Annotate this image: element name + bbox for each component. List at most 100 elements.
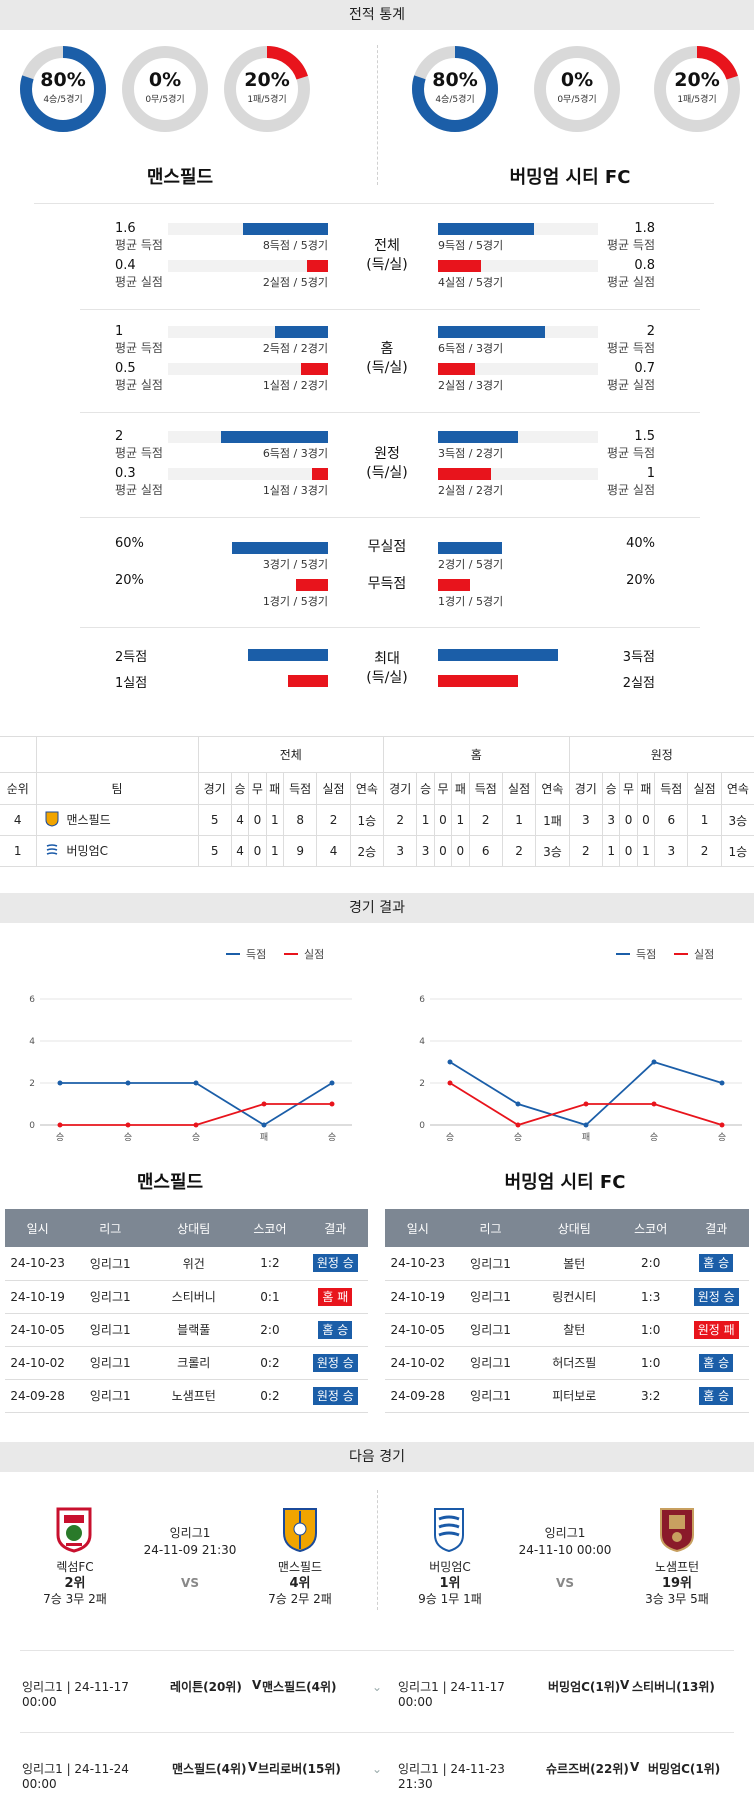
away-for-point xyxy=(651,1059,657,1065)
table-cell: 4 xyxy=(316,835,351,867)
home-conceded-count: 2실점 / 5경기 xyxy=(262,276,328,289)
away-avg-conceded: 0.8 xyxy=(634,258,655,273)
home-ring-2 xyxy=(224,46,310,132)
away-avg-goals-label: 평균 득점 xyxy=(607,238,655,252)
home-avg-goals-label: 평균 득점 xyxy=(115,341,163,355)
home-ring-label-0: 80% 4승/5경기 xyxy=(18,44,108,105)
home-goals-bar xyxy=(275,326,328,338)
table-cell: 1 xyxy=(501,804,537,836)
stat-category: 전체 xyxy=(374,238,400,254)
result-score: 0:2 xyxy=(237,1379,303,1413)
table-cell: 1패 xyxy=(535,804,570,836)
column-header: 패 xyxy=(636,772,656,805)
fixture-home-team: 버밍엄C(1위) xyxy=(548,1680,621,1694)
home-goals-count: 6득점 / 3경기 xyxy=(262,447,328,460)
y-tick-label: 6 xyxy=(29,995,35,1005)
table-cell: 0 xyxy=(248,835,267,867)
away-max-goals: 3득점 xyxy=(622,650,655,665)
away-legend: 득점 실점 xyxy=(616,948,714,961)
result-date: 24-09-28 xyxy=(385,1379,451,1413)
away-avg-conceded-label: 평균 실점 xyxy=(607,483,655,497)
away-against-point xyxy=(719,1122,725,1128)
stat-category: 최대 xyxy=(374,651,400,667)
table-row: 24-09-28 잉리그1 피터보로 3:2 홈 승 xyxy=(385,1379,749,1413)
fixture-info: 잉리그1 | 24-11-24 00:00 xyxy=(22,1762,129,1791)
home-legend: 득점 실점 xyxy=(226,948,324,961)
away-avg-goals: 1.5 xyxy=(634,429,655,444)
table-row: 24-10-05 잉리그1 찰턴 1:0 원정 패 xyxy=(385,1313,749,1347)
table-cell: 1 xyxy=(416,804,435,836)
away-no-score-count: 1경기 / 5경기 xyxy=(438,595,504,608)
x-tick-label: 승 xyxy=(446,1132,454,1143)
away-ring-0 xyxy=(412,46,498,132)
table-row: 24-10-23 잉리그1 볼턴 2:0 홈 승 xyxy=(385,1247,749,1281)
ring-sub: 4승/5경기 xyxy=(435,95,475,105)
result-date: 24-09-28 xyxy=(5,1379,71,1413)
wrexham-crest-icon xyxy=(56,1507,92,1553)
result-badge: 홈 패 xyxy=(318,1287,353,1306)
column-header: 팀 xyxy=(35,772,199,805)
column-header: 리그 xyxy=(450,1209,531,1247)
away-results-title: 버밍엄 시티 FC xyxy=(504,1172,626,1193)
bar-track xyxy=(168,260,328,272)
table-cell: 4 xyxy=(230,835,250,867)
home-against-point xyxy=(193,1122,199,1128)
column-header: 경기 xyxy=(383,772,418,805)
away-conceded-count: 2실점 / 2경기 xyxy=(438,484,504,497)
table-cell: 1 xyxy=(636,835,656,867)
ring-percent: 20% xyxy=(244,69,290,91)
away-ring-2 xyxy=(654,46,740,132)
team-cell[interactable]: 버밍엄C xyxy=(35,835,199,867)
column-header: 득점 xyxy=(654,772,689,805)
fixture-home-team: 맨스필드(4위) xyxy=(172,1762,247,1776)
result-badge: 홈 승 xyxy=(699,1353,734,1372)
column-header: 리그 xyxy=(70,1209,151,1247)
next-home-team1-name: 렉섬FC xyxy=(56,1560,94,1574)
home-against-point xyxy=(329,1101,335,1107)
ring-percent: 20% xyxy=(674,69,720,91)
away-avg-conceded: 1 xyxy=(646,466,655,481)
result-date: 24-10-05 xyxy=(385,1313,451,1347)
y-tick-label: 0 xyxy=(29,1121,35,1131)
home-avg-goals: 1.6 xyxy=(115,221,136,236)
column-header: 연속 xyxy=(720,772,754,805)
result-date: 24-10-05 xyxy=(5,1313,71,1347)
home-goals-count: 2득점 / 2경기 xyxy=(262,342,328,355)
result-score: 0:1 xyxy=(237,1280,303,1314)
table-cell: 2 xyxy=(568,835,603,867)
table-row: 24-09-28 잉리그1 노샘프턴 0:2 원정 승 xyxy=(5,1379,368,1413)
away-against-point xyxy=(447,1080,453,1086)
x-tick-label: 패 xyxy=(260,1132,268,1143)
stat-category-sub: (득/실) xyxy=(366,465,408,481)
table-cell: 1 xyxy=(687,804,722,836)
result-score: 1:0 xyxy=(617,1346,684,1380)
chevron-down-icon: ⌄ xyxy=(372,1762,383,1776)
result-date: 24-10-02 xyxy=(385,1346,451,1380)
home-avg-conceded-label: 평균 실점 xyxy=(115,275,163,289)
result-score: 0:2 xyxy=(237,1346,303,1380)
team-name: 맨스필드 xyxy=(66,812,111,827)
column-header: 실점 xyxy=(316,772,351,805)
home-avg-conceded: 0.3 xyxy=(115,466,136,481)
column-header: 연속 xyxy=(535,772,570,805)
away-for-line xyxy=(449,1060,723,1127)
result-score: 3:2 xyxy=(617,1379,684,1413)
away-against-point xyxy=(515,1122,521,1128)
result-badge: 원정 승 xyxy=(312,1386,358,1405)
group-header-home: 홈 xyxy=(383,736,570,773)
team-cell[interactable]: 맨스필드 xyxy=(35,804,199,836)
table-cell: 1승 xyxy=(720,835,754,867)
away-for-point xyxy=(515,1101,521,1107)
next-home-team1-rank: 2위 xyxy=(64,1576,86,1591)
next-away-team1-name: 버밍엄C xyxy=(429,1560,471,1574)
away-goals-count: 3득점 / 2경기 xyxy=(438,447,504,460)
column-header: 일시 xyxy=(5,1209,71,1247)
away-results-table: 일시 리그 상대팀 스코어 결과 24-10-23 잉리그1 볼턴 2:0 홈 승 24-10-19… xyxy=(385,1209,749,1413)
northampton-crest-icon xyxy=(660,1508,694,1553)
away-against-point xyxy=(651,1101,657,1107)
y-tick-label: 4 xyxy=(419,1037,425,1047)
ring-sub: 1패/5경기 xyxy=(677,95,717,105)
next-home-vs: VS xyxy=(181,1576,199,1590)
fixture-home-team: 레이튼(20위) xyxy=(170,1680,242,1694)
home-max-goals: 2득점 xyxy=(115,650,148,665)
